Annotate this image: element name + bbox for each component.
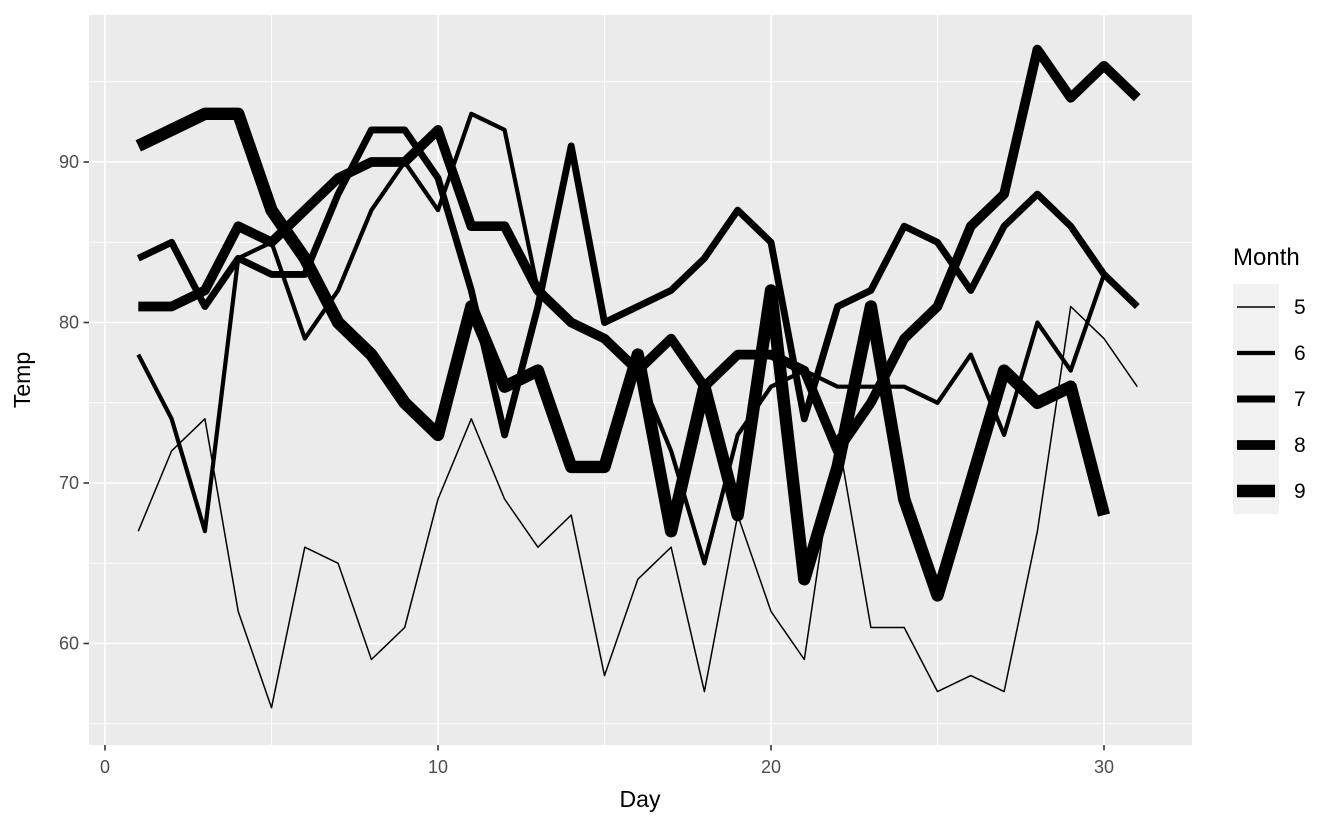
series-lines xyxy=(135,44,1141,709)
legend-key-label: 8 xyxy=(1294,434,1306,457)
y-tick-label: 60 xyxy=(59,634,79,654)
legend-title: Month xyxy=(1233,244,1300,271)
series-line-month-9 xyxy=(135,107,1111,602)
legend-key-label: 5 xyxy=(1294,296,1306,319)
legend-key-label: 6 xyxy=(1294,342,1306,365)
legend-key-label: 7 xyxy=(1294,388,1306,411)
x-tick-label: 30 xyxy=(1094,757,1114,777)
x-tick-label: 20 xyxy=(761,757,781,777)
y-tick-label: 80 xyxy=(59,313,79,333)
y-axis-tick-labels: 60 70 80 90 xyxy=(59,152,79,654)
y-tick-label: 70 xyxy=(59,473,79,493)
x-tick-label: 10 xyxy=(428,757,448,777)
legend-key-label: 9 xyxy=(1294,480,1306,503)
series-line-month-5 xyxy=(137,305,1138,709)
y-axis-title: Temp xyxy=(9,352,35,408)
x-axis-tick-labels: 0 10 20 30 xyxy=(100,757,1114,777)
y-tick-label: 90 xyxy=(59,152,79,172)
axis-tick-marks xyxy=(83,161,1105,751)
series-line-month-7 xyxy=(136,126,1140,439)
minor-gridlines xyxy=(89,15,1192,745)
x-axis-title: Day xyxy=(620,786,661,812)
legend-keys: 5 6 7 8 9 xyxy=(1233,284,1306,514)
x-tick-label: 0 xyxy=(100,757,110,777)
major-gridlines xyxy=(89,15,1192,745)
